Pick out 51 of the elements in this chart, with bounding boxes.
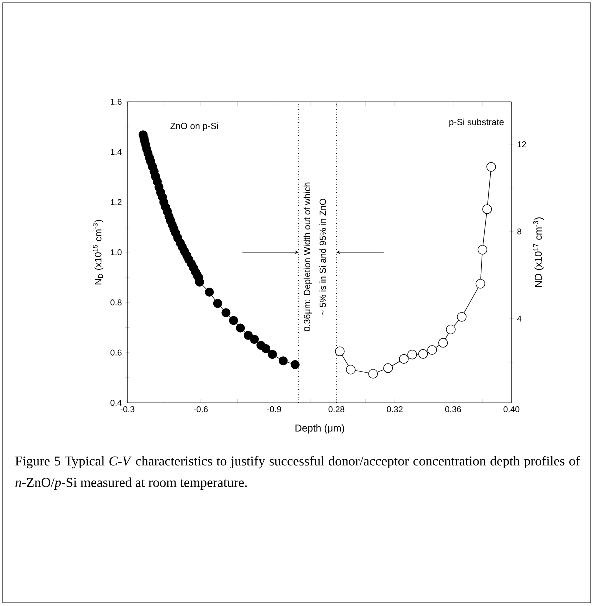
x-tick-label: 0.36: [445, 406, 462, 413]
y2-axis-title: ND (x10$^{17}$ cm$^{-3}$): [533, 218, 544, 288]
y-tick-label: 0.6: [110, 350, 122, 356]
point: [213, 299, 222, 308]
y-tick-label: 1.0: [111, 250, 122, 256]
y-tick-label: 0.8: [110, 300, 122, 306]
point: [482, 204, 492, 214]
point: [346, 365, 356, 375]
x-tick-label: -0.3: [120, 406, 135, 413]
point: [457, 312, 467, 322]
annotation: ZnO on p-Si: [170, 122, 218, 132]
point: [278, 356, 288, 366]
point: [262, 344, 271, 354]
point: [335, 346, 345, 356]
y-tick-label: 1.4: [111, 149, 122, 156]
point: [384, 364, 394, 374]
point: [244, 331, 253, 340]
point: [368, 369, 378, 379]
y-axis-title: N$_{D}$ (x10$^{15}$ cm$^{-3}$): [93, 220, 104, 285]
point: [250, 335, 260, 344]
y-tick-label: 0.4: [110, 400, 122, 406]
point: [205, 288, 214, 297]
x-tick-label: 0.28: [328, 406, 345, 413]
point: [418, 349, 428, 359]
point: [478, 245, 488, 255]
point: [229, 316, 238, 326]
x-tick-label: 0.32: [387, 406, 403, 413]
point: [486, 162, 496, 172]
text: Figure 5 Typical C-V characteristics to justify successful donor/acceptor concentration depth profiles of n-ZnO/p-Si measured at room temperature.: [16, 456, 580, 490]
point: [428, 345, 438, 356]
y-tick-label: 1.6: [111, 99, 122, 105]
point: [268, 350, 278, 360]
annotation: p-Si substrate: [450, 118, 504, 128]
point: [446, 324, 456, 335]
point: [476, 279, 486, 289]
point: [236, 324, 246, 333]
y2-tick-label: 4: [517, 316, 522, 322]
x-tick-label: -0.9: [267, 406, 282, 413]
point: [290, 360, 300, 370]
point: [399, 354, 409, 364]
x-axis-title: Depth (μm): [296, 424, 344, 434]
point: [222, 308, 231, 318]
annotation: 0.36μm: Depletion Width out of which: [304, 182, 312, 332]
x-tick-label: -0.6: [194, 406, 208, 413]
y-tick-label: 1.2: [111, 199, 122, 206]
annotation: ~ 5% is in Si and 95% in ZnO: [320, 199, 326, 316]
point: [408, 350, 418, 360]
point: [438, 338, 448, 348]
y2-tick-label: 8: [518, 228, 522, 235]
y2-tick-label: 12: [518, 142, 526, 148]
x-tick-label: 0.40: [504, 406, 520, 413]
